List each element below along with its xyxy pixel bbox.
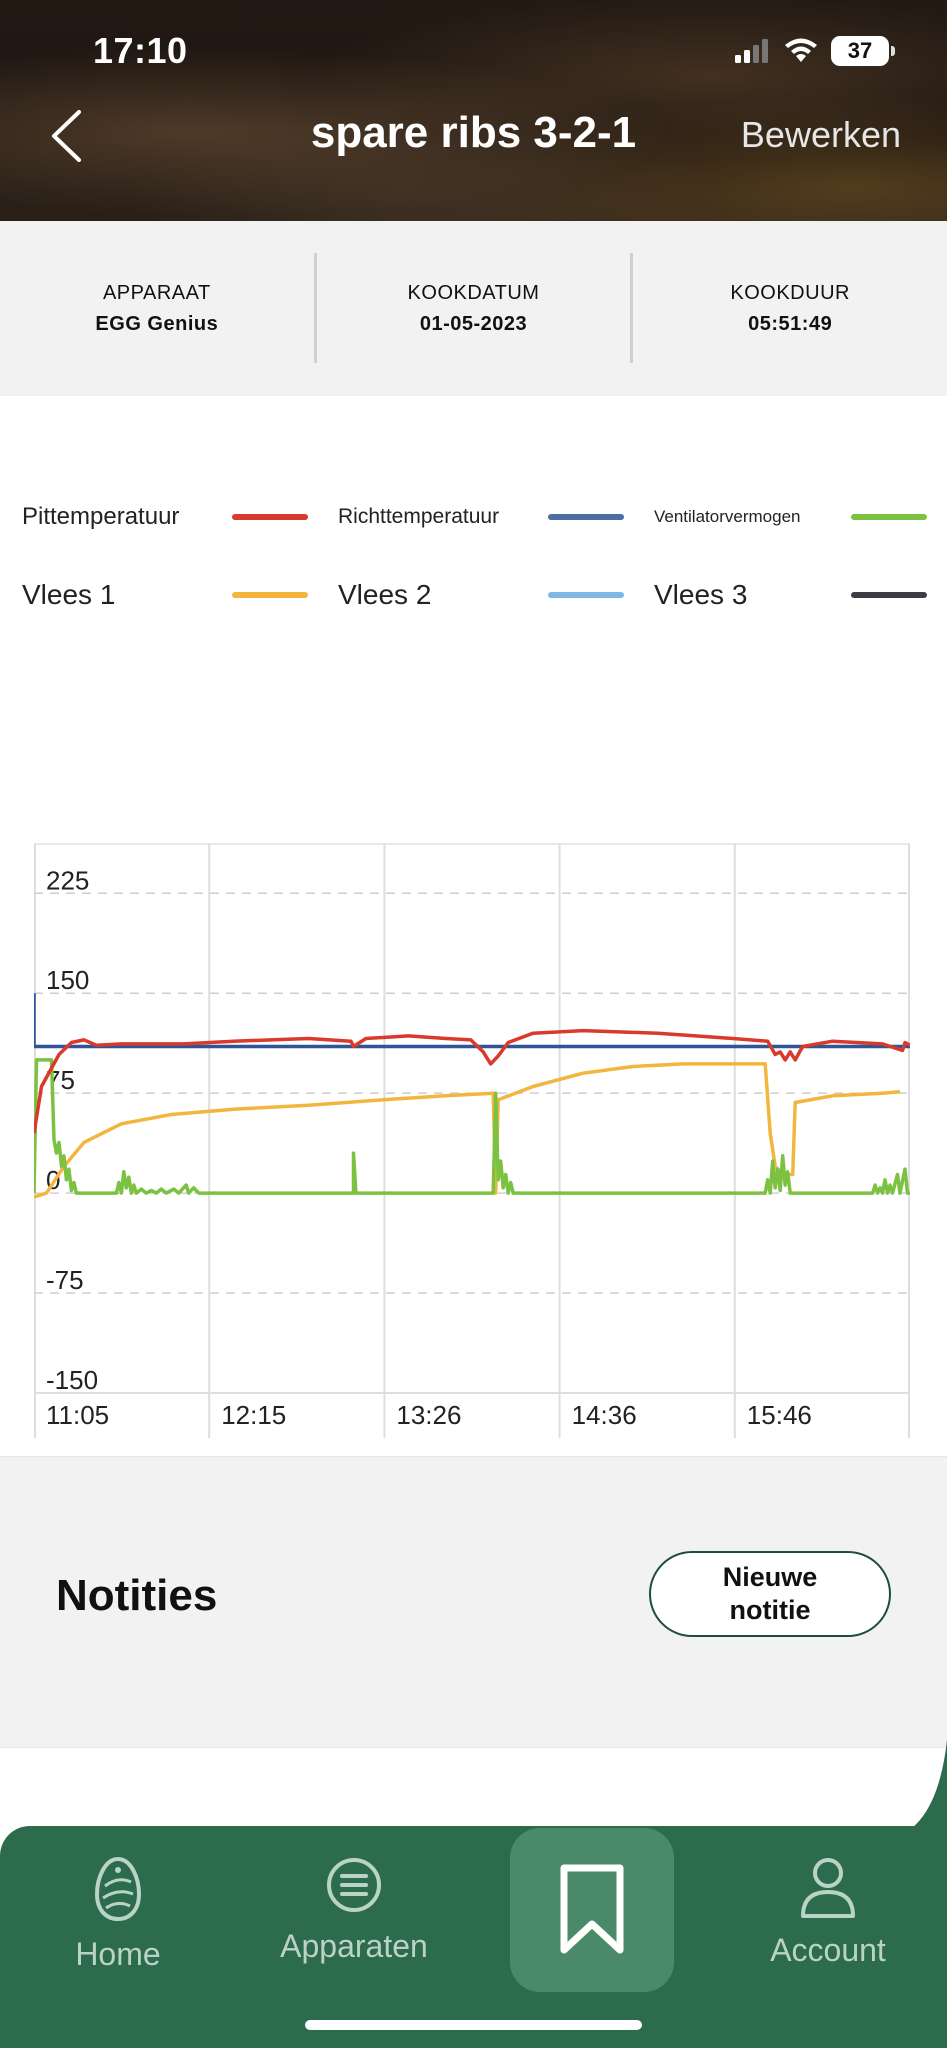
legend-item-meat3[interactable]: Vlees 3 [654, 579, 927, 611]
new-note-label-line1: Nieuwe [722, 1562, 818, 1592]
status-icons: 37 [735, 36, 895, 66]
nav-apparaten[interactable]: Apparaten [254, 1856, 454, 1965]
info-label: KOOKDUUR [730, 281, 850, 304]
legend-row: Vlees 1 Vlees 2 Vlees 3 [22, 556, 927, 634]
temperature-chart[interactable]: 225 150 75 0 -75 -150 11:05 12:15 13:26 14:36 15:4… [34, 840, 910, 1440]
legend-item-target[interactable]: Richttemperatuur [338, 505, 654, 529]
cook-info-bar: APPARAAT EGG Genius KOOKDATUM 01-05-2023… [0, 221, 947, 396]
header: 17:10 37 spare ribs 3-2-1 Bewerken [0, 0, 947, 221]
home-indicator [305, 2020, 642, 2030]
y-tick-label: -150 [46, 1365, 98, 1395]
person-icon [801, 1858, 855, 1918]
y-tick-label: -75 [46, 1265, 84, 1295]
nav-label: Apparaten [280, 1928, 428, 1964]
info-device: APPARAAT EGG Genius [0, 221, 314, 396]
series-line-ventilatorvermogen [34, 1058, 910, 1195]
legend-item-fan[interactable]: Ventilatorvermogen [654, 507, 927, 527]
back-button[interactable] [44, 106, 88, 166]
legend-swatch [232, 592, 308, 598]
divider [313, 253, 317, 363]
egg-icon [94, 1856, 142, 1922]
notes-section: Notities Nieuwe notitie [0, 1456, 947, 1748]
x-tick-label: 13:26 [396, 1400, 461, 1430]
series-line-pittemperatuur [34, 1028, 910, 1134]
series-line-vlees-1 [34, 1062, 901, 1199]
chart-legend: Pittemperatuur Richttemperatuur Ventilat… [22, 478, 927, 634]
list-circle-icon [327, 1858, 381, 1912]
nav-home[interactable]: Home [18, 1856, 218, 1973]
chevron-left-icon [52, 110, 81, 162]
legend-item-meat1[interactable]: Vlees 1 [22, 579, 338, 611]
legend-label: Vlees 3 [654, 579, 748, 610]
legend-label: Vlees 2 [338, 579, 432, 610]
y-tick-label: 150 [46, 965, 89, 995]
page-title: spare ribs 3-2-1 [310, 108, 637, 157]
nav-account[interactable]: Account [728, 1856, 928, 1969]
info-label: APPARAAT [102, 281, 211, 304]
edit-button[interactable]: Bewerken [740, 114, 901, 155]
x-tick-label: 15:46 [747, 1400, 812, 1430]
legend-label: Richttemperatuur [338, 505, 500, 528]
nav-saved-cooks[interactable] [510, 1828, 674, 1992]
legend-label: Pittemperatuur [22, 503, 180, 530]
series-line-richttemperatuur [34, 993, 910, 1049]
info-value: EGG Genius [95, 312, 219, 335]
new-note-button[interactable]: Nieuwe notitie [649, 1551, 891, 1637]
nav-curve-decoration [887, 1740, 947, 1840]
info-value: 05:51:49 [748, 312, 833, 335]
bookmark-icon [560, 1864, 624, 1954]
legend-label: Ventilatorvermogen [654, 507, 801, 526]
legend-swatch [851, 592, 927, 598]
battery-indicator: 37 [831, 36, 895, 66]
status-time: 17:10 [93, 30, 188, 71]
legend-row: Pittemperatuur Richttemperatuur Ventilat… [22, 478, 927, 556]
signal-icon [735, 39, 768, 63]
legend-item-meat2[interactable]: Vlees 2 [338, 579, 654, 611]
x-tick-label: 11:05 [46, 1400, 109, 1430]
legend-swatch [548, 592, 624, 598]
info-value: 01-05-2023 [419, 312, 528, 335]
nav-label: Home [75, 1936, 161, 1972]
info-label: KOOKDATUM [407, 281, 540, 304]
y-tick-label: 225 [46, 865, 89, 895]
x-tick-label: 12:15 [221, 1400, 286, 1430]
plot-frame [34, 843, 910, 1394]
nav-label: Account [770, 1932, 886, 1968]
legend-swatch [851, 514, 927, 520]
legend-swatch [232, 514, 308, 520]
x-tick-label: 14:36 [572, 1400, 637, 1430]
legend-label: Vlees 1 [22, 579, 116, 610]
info-cook-date: KOOKDATUM 01-05-2023 [317, 221, 631, 396]
legend-item-pit[interactable]: Pittemperatuur [22, 503, 338, 531]
notes-title: Notities [56, 1571, 218, 1620]
wifi-icon [785, 38, 817, 62]
info-cook-duration: KOOKDUUR 05:51:49 [633, 221, 947, 396]
new-note-label-line2: notitie [729, 1595, 811, 1625]
legend-swatch [548, 514, 624, 520]
divider [630, 253, 634, 363]
bottom-nav: Home Apparaten Account [0, 1826, 947, 2048]
